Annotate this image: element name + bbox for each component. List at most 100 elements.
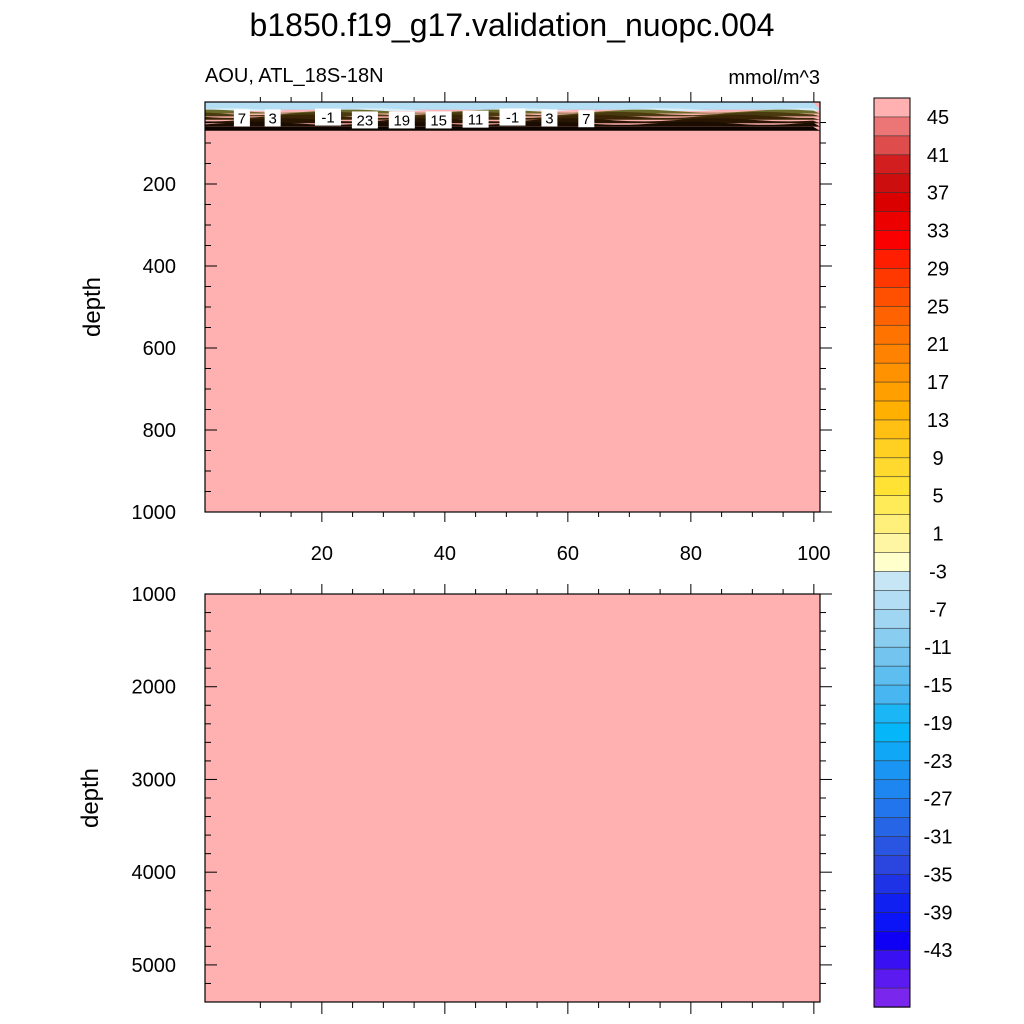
colorbar-swatch <box>873 874 911 895</box>
colorbar-swatch <box>873 968 911 989</box>
y-tick-label: 600 <box>143 338 176 360</box>
colorbar-swatch <box>873 97 911 118</box>
colorbar-swatch <box>873 779 911 800</box>
colorbar-label: 37 <box>927 183 949 205</box>
svg-text:3: 3 <box>545 110 553 127</box>
colorbar-swatch <box>873 571 911 592</box>
colorbar-label: -19 <box>924 713 953 735</box>
x-tick-label: 60 <box>557 543 579 565</box>
contour-label: 3 <box>541 109 558 127</box>
colorbar-swatch <box>873 684 911 705</box>
colorbar-label: -7 <box>929 599 947 621</box>
y-tick-label: 400 <box>143 256 176 278</box>
colorbar-swatch <box>873 836 911 857</box>
colorbar-swatch <box>873 173 911 194</box>
colorbar-swatch <box>873 798 911 819</box>
colorbar-swatch <box>873 287 911 308</box>
y-tick-label: 4000 <box>132 862 177 884</box>
contour-label: 15 <box>425 111 452 129</box>
colorbar-swatch <box>873 893 911 914</box>
contour-label: 23 <box>351 111 378 129</box>
lower-panel: 1000 2000 3000 4000 5000 depth <box>77 584 832 1014</box>
colorbar-label: -27 <box>924 789 953 811</box>
y-tick-label: 1000 <box>132 584 177 606</box>
colorbar: 45 41 37 33 29 25 21 17 13 9 5 1 -3 -7 -11 -15 -19 -23 -27… <box>873 97 953 1008</box>
colorbar-swatch <box>873 987 911 1008</box>
svg-text:7: 7 <box>582 111 590 128</box>
colorbar-label: 13 <box>927 410 949 432</box>
colorbar-swatch <box>873 324 911 345</box>
surface-band <box>205 126 820 131</box>
colorbar-label: 29 <box>927 258 949 280</box>
colorbar-swatch <box>873 590 911 611</box>
svg-text:-1: -1 <box>506 110 519 127</box>
colorbar-swatch <box>873 306 911 326</box>
colorbar-label: -43 <box>924 940 953 962</box>
upper-axis-ticks: 200 400 600 800 1000 20 40 60 80 100 <box>132 92 832 565</box>
lower-ylabel: depth <box>77 768 104 828</box>
y-tick-label: 1000 <box>132 502 177 524</box>
chart-title: b1850.f19_g17.validation_nuopc.004 <box>250 7 775 43</box>
colorbar-label: -23 <box>924 751 953 773</box>
contour-labels: 7 3 -1 23 19 15 11 -1 3 7 <box>233 108 595 129</box>
y-tick-label: 2000 <box>132 677 177 699</box>
colorbar-swatch <box>873 495 911 516</box>
colorbar-swatch <box>873 627 911 648</box>
colorbar-label: -31 <box>924 827 953 849</box>
colorbar-swatch <box>873 930 911 951</box>
y-tick-label: 5000 <box>132 955 177 977</box>
colorbar-label: -15 <box>924 675 953 697</box>
y-tick-label: 800 <box>143 420 176 442</box>
colorbar-label: 9 <box>932 448 943 470</box>
colorbar-swatch <box>873 362 911 383</box>
colorbar-label: 41 <box>927 145 949 167</box>
colorbar-swatch <box>873 703 911 724</box>
colorbar-swatch <box>873 514 911 535</box>
colorbar-swatch <box>873 912 911 932</box>
colorbar-swatch <box>873 533 911 554</box>
colorbar-swatch <box>873 741 911 762</box>
colorbar-label: -39 <box>924 902 953 924</box>
colorbar-swatch <box>873 817 911 838</box>
x-tick-label: 40 <box>434 543 456 565</box>
upper-unit-label: mmol/m^3 <box>728 67 820 89</box>
svg-text:15: 15 <box>430 112 447 129</box>
colorbar-label: -3 <box>929 561 947 583</box>
svg-text:11: 11 <box>468 112 484 129</box>
colorbar-label: 17 <box>927 372 949 394</box>
colorbar-swatch <box>873 609 911 629</box>
contour-label: -1 <box>315 108 341 127</box>
colorbar-swatch <box>873 192 911 213</box>
colorbar-swatch <box>873 116 911 137</box>
contour-label: -1 <box>499 108 526 127</box>
colorbar-swatch <box>873 135 911 156</box>
colorbar-swatch <box>873 154 911 175</box>
y-tick-label: 3000 <box>132 769 177 791</box>
x-tick-label: 80 <box>680 543 702 565</box>
x-tick-label: 100 <box>797 543 830 565</box>
colorbar-label: 21 <box>927 334 949 356</box>
colorbar-label: 33 <box>927 221 949 243</box>
colorbar-swatch <box>873 855 911 876</box>
colorbar-label: 25 <box>927 296 949 318</box>
svg-text:23: 23 <box>357 112 374 129</box>
colorbar-label: 1 <box>932 524 943 546</box>
svg-text:7: 7 <box>238 110 246 127</box>
colorbar-swatch <box>873 552 911 573</box>
upper-panel: AOU, ATL_18S-18N mmol/m^3 7 3 -1 23 19 15 11 -1… <box>79 65 832 565</box>
surface-band <box>205 102 820 110</box>
colorbar-swatch <box>873 476 911 497</box>
colorbar-swatch <box>873 400 911 421</box>
colorbar-swatch <box>873 457 911 478</box>
y-tick-label: 200 <box>143 174 176 196</box>
upper-left-label: AOU, ATL_18S-18N <box>205 65 384 87</box>
colorbar-swatch <box>873 665 911 686</box>
colorbar-swatch <box>873 268 911 289</box>
colorbar-label: 45 <box>927 107 949 129</box>
colorbar-label: -11 <box>924 637 951 659</box>
colorbar-swatch <box>873 230 911 251</box>
colorbar-swatch <box>873 211 911 232</box>
contour-label: 3 <box>264 109 281 127</box>
colorbar-swatch <box>873 949 911 970</box>
